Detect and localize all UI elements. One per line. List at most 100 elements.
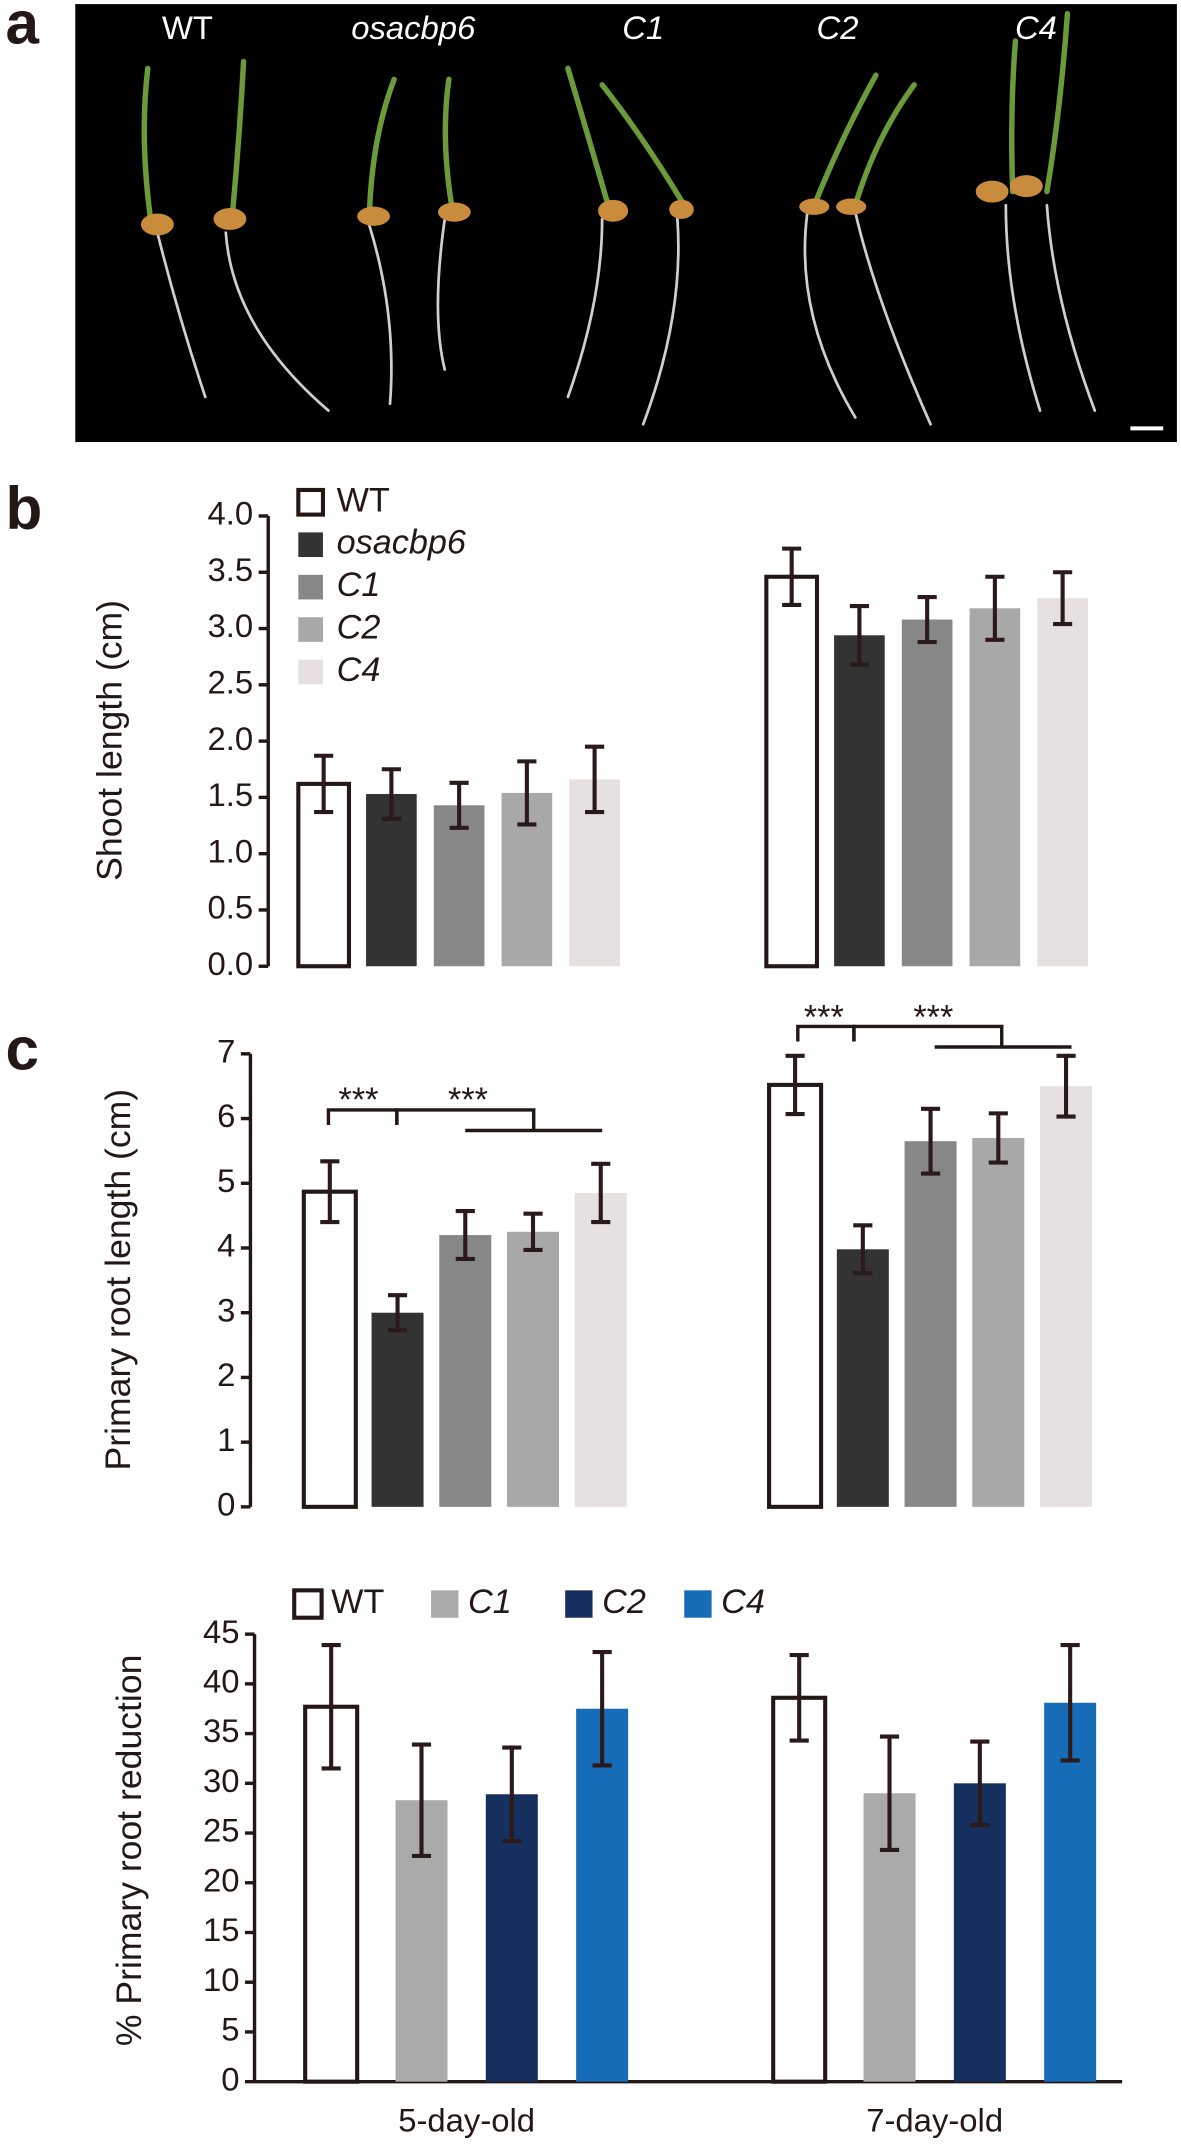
y-tick-label: 35: [203, 1712, 240, 1749]
bar: [901, 619, 953, 967]
photo-label: C2: [817, 9, 859, 46]
bar: [972, 1137, 1025, 1507]
y-tick-label: 1: [217, 1421, 235, 1458]
bar: [301, 1189, 358, 1509]
error-bar: [785, 1053, 805, 1117]
bar: [296, 781, 352, 969]
photo-label: C1: [622, 9, 664, 46]
significance-bracket: [852, 1024, 1072, 1049]
y-tick-label: 15: [203, 1911, 240, 1948]
y-tick-label: 0: [221, 2060, 239, 2097]
error-bar: [879, 1734, 900, 1853]
y-tick-label: 3.5: [208, 551, 254, 588]
legend-swatch: [298, 659, 323, 685]
legend-swatch: [565, 1590, 593, 1618]
legend-swatch: [296, 487, 326, 517]
error-bar: [449, 780, 469, 830]
error-bar: [585, 744, 605, 815]
legend-swatch: [298, 617, 323, 642]
y-tick-label: 2.5: [208, 663, 254, 700]
error-bar: [1060, 1643, 1080, 1763]
legend-label: C4: [337, 651, 381, 689]
bar: [969, 608, 1021, 967]
photo-label: WT: [162, 9, 213, 46]
legend-swatch: [292, 1588, 324, 1620]
significance-label: ***: [448, 1081, 488, 1119]
photo-label: C4: [1015, 9, 1057, 46]
y-tick-label: 3: [217, 1291, 235, 1328]
bar: [1037, 598, 1088, 967]
bar: [433, 805, 485, 967]
legend-label: C1: [337, 566, 381, 604]
y-tick-label: 2: [217, 1356, 235, 1393]
error-bar: [502, 1745, 522, 1844]
error-bar: [592, 1649, 612, 1768]
legend-swatch: [298, 574, 323, 600]
y-tick-label: 10: [203, 1961, 240, 1998]
error-bar: [849, 603, 869, 667]
x-tick-label: 5-day-old: [398, 2101, 535, 2138]
x-tick-label: 7-day-old: [866, 2101, 1003, 2138]
legend-swatch: [298, 532, 323, 558]
error-bar: [853, 1223, 873, 1276]
y-axis-label: Shoot length (cm): [90, 600, 130, 881]
y-tick-label: 5: [217, 1162, 235, 1199]
y-axis-label: Primary root length (cm): [98, 1089, 138, 1471]
legend-label: osacbp6: [337, 524, 467, 562]
bar: [771, 1695, 828, 2084]
error-bar: [387, 1293, 408, 1333]
legend-label: C4: [721, 1583, 765, 1621]
bar: [767, 1082, 824, 1509]
y-tick-label: 0.5: [208, 889, 254, 926]
bar: [904, 1141, 957, 1507]
error-bar: [782, 546, 802, 607]
y-tick-label: 2.0: [208, 720, 254, 757]
legend-swatch: [431, 1590, 459, 1618]
y-tick-label: 6: [217, 1097, 235, 1134]
y-tick-label: 20: [203, 1861, 240, 1898]
y-tick-label: 1.0: [208, 832, 254, 869]
bar: [764, 574, 820, 969]
error-bar: [455, 1209, 475, 1262]
error-bar: [381, 767, 401, 821]
error-bar: [314, 753, 334, 815]
seedlings: [140, 10, 1097, 426]
y-tick-label: 5: [221, 2011, 239, 2048]
bar: [1040, 1086, 1093, 1507]
error-bar: [591, 1161, 611, 1225]
error-bar: [1053, 570, 1073, 627]
y-tick-label: 4.0: [208, 495, 254, 532]
bar: [371, 1312, 424, 1507]
bar: [1044, 1702, 1097, 2082]
y-tick-label: 25: [203, 1812, 240, 1849]
y-tick-label: 45: [203, 1613, 240, 1650]
significance-bracket: [395, 1108, 603, 1133]
error-bar: [789, 1652, 809, 1743]
error-bar: [321, 1643, 341, 1771]
panel-letter: c: [5, 1015, 38, 1083]
legend-swatch: [684, 1590, 712, 1618]
error-bar: [970, 1739, 990, 1828]
photo-panel: a: [5, 0, 1177, 443]
y-tick-label: 0: [217, 1486, 235, 1523]
significance-label: ***: [804, 999, 844, 1037]
significance-label: ***: [339, 1081, 379, 1119]
legend-label: WT: [331, 1583, 384, 1621]
y-tick-label: 1.5: [208, 776, 254, 813]
y-tick-label: 40: [203, 1663, 240, 1700]
error-bar: [411, 1742, 432, 1858]
bar: [953, 1783, 1006, 2082]
error-bar: [1056, 1053, 1076, 1119]
bar: [834, 635, 885, 967]
error-bar: [920, 1106, 941, 1176]
photo-label: osacbp6: [351, 9, 476, 46]
bar: [576, 1708, 629, 2082]
error-bar: [985, 574, 1005, 642]
error-bar: [917, 594, 937, 645]
panel-letter: b: [5, 474, 42, 542]
photo-background: [75, 4, 1177, 443]
y-tick-label: 4: [217, 1227, 235, 1264]
significance-label: ***: [913, 999, 953, 1037]
legend-label: C1: [468, 1583, 512, 1621]
